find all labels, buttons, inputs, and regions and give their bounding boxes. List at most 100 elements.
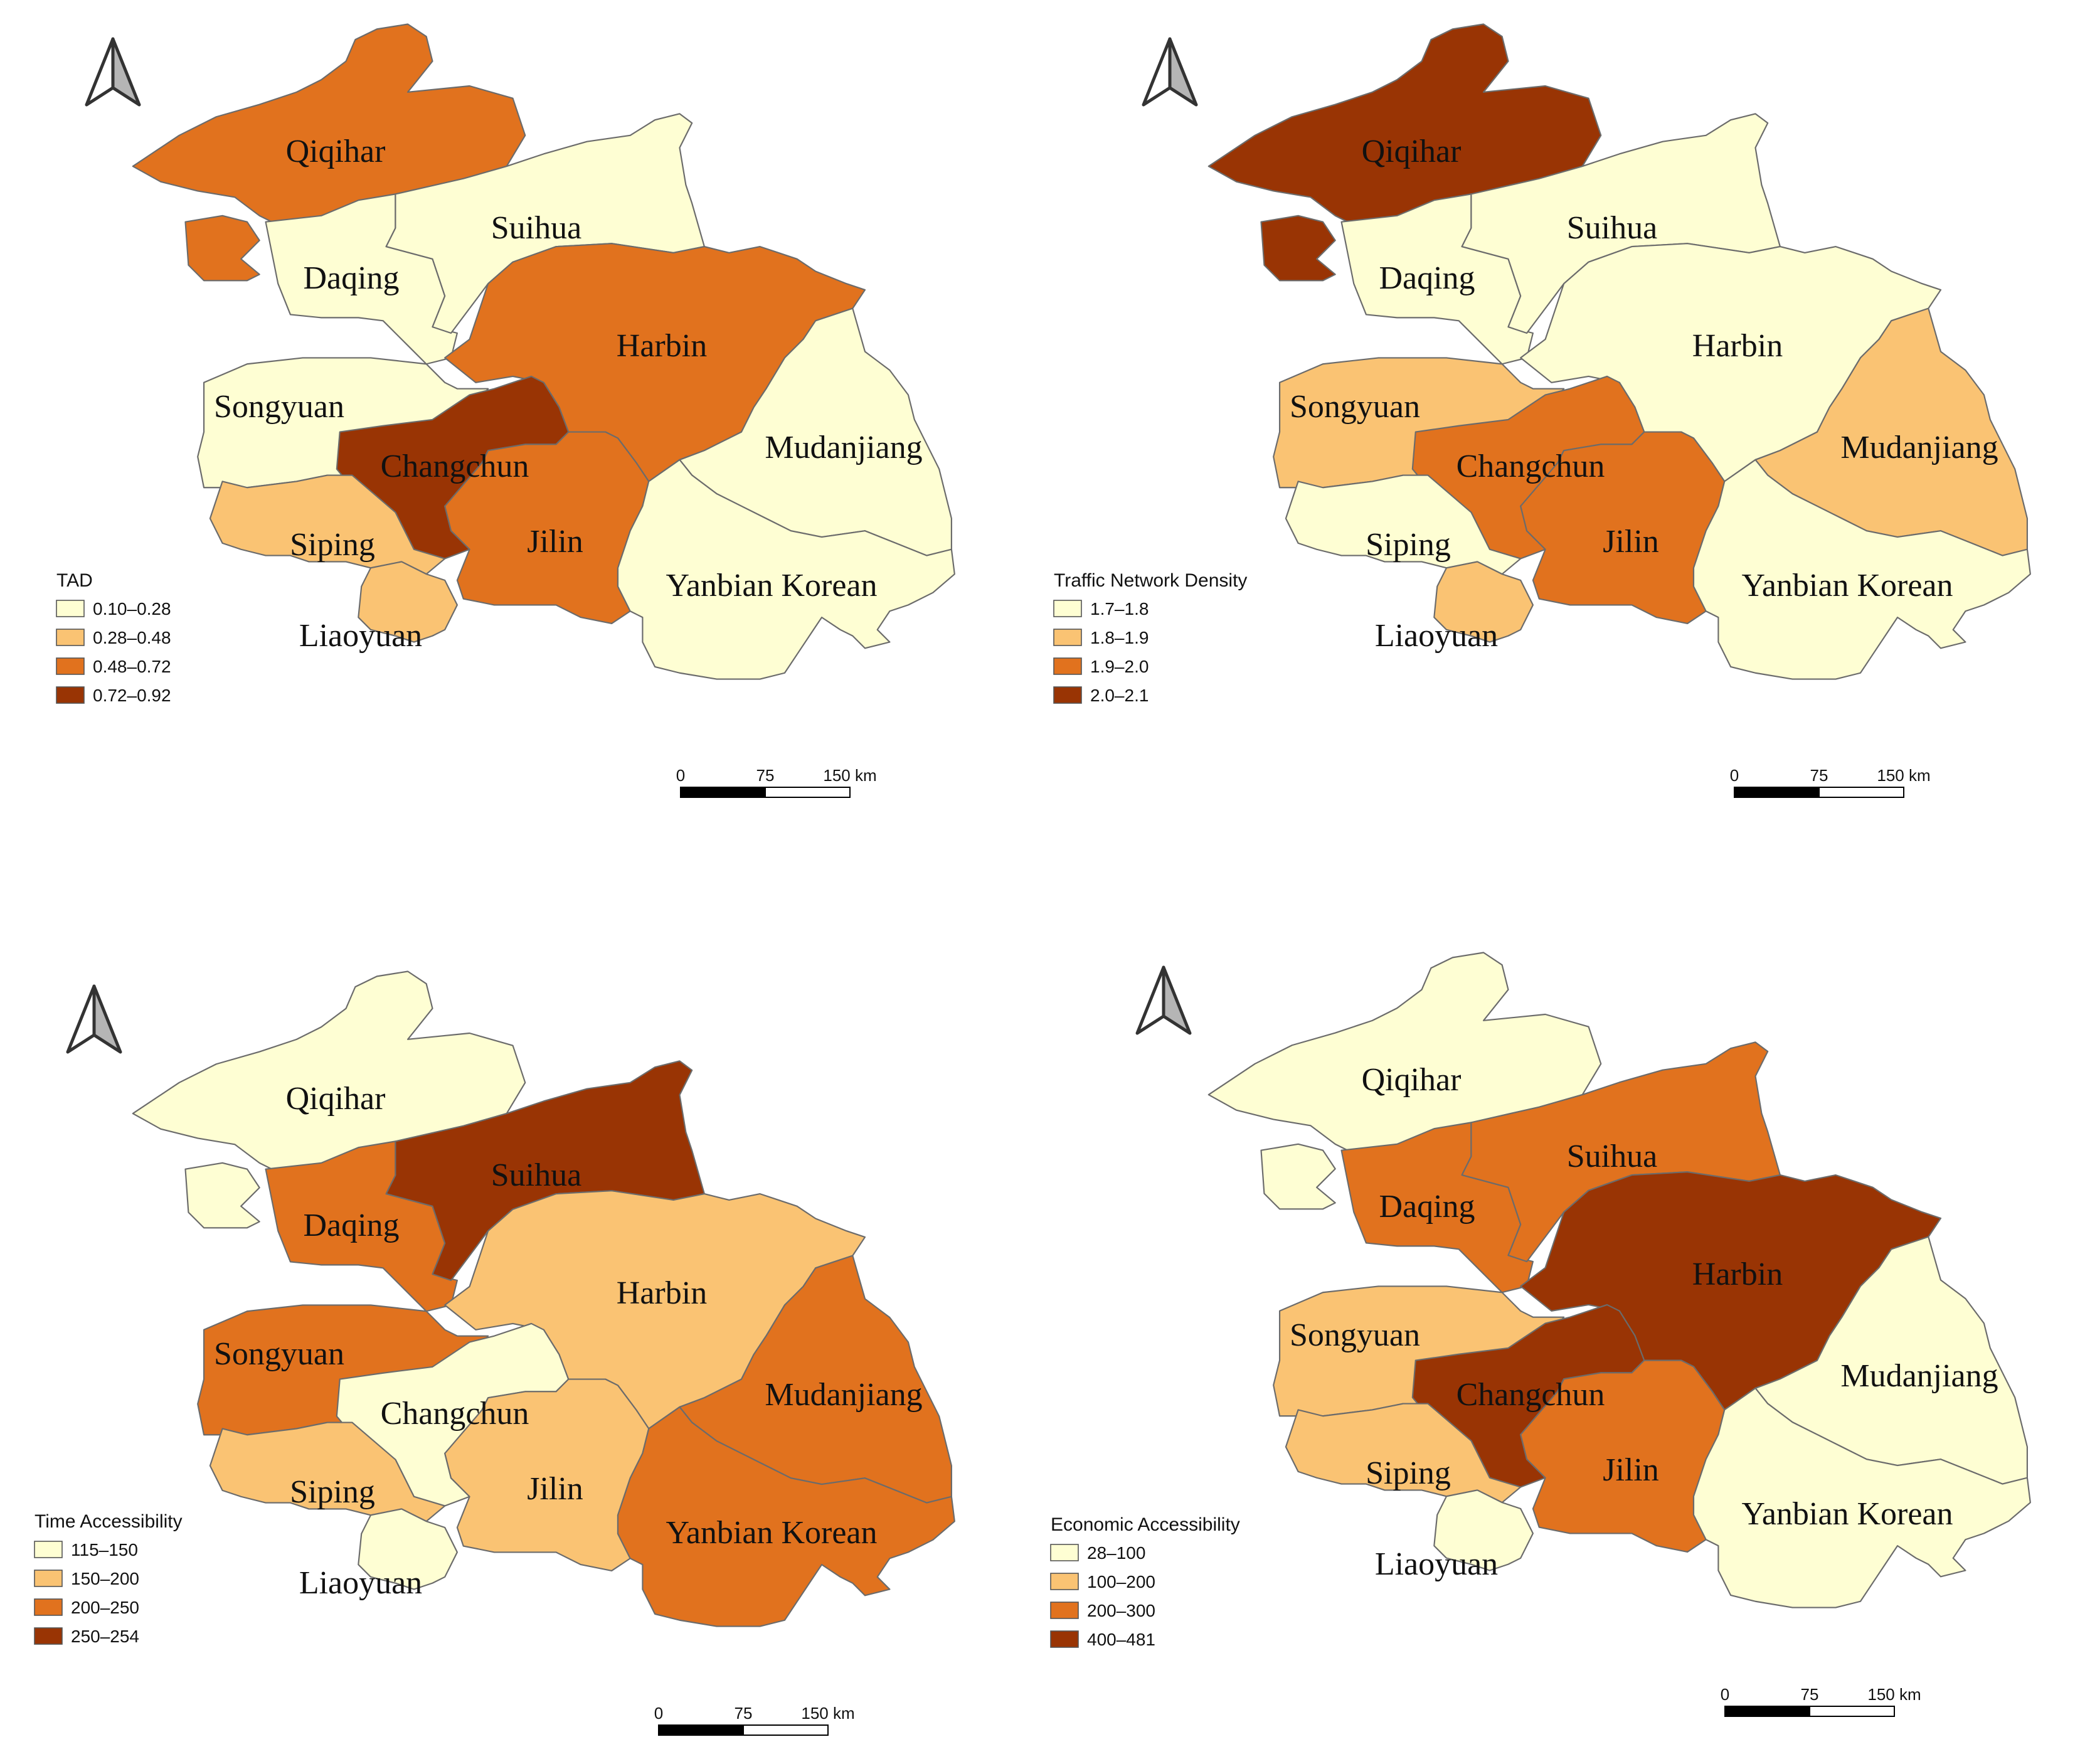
label-mudanjiang: Mudanjiang xyxy=(765,1377,922,1413)
legend-label: 150–200 xyxy=(71,1569,139,1588)
scale-label-75: 75 xyxy=(1801,1685,1819,1704)
label-siping: Siping xyxy=(1366,1455,1451,1491)
legend-swatch xyxy=(1053,629,1082,646)
legend-label: 400–481 xyxy=(1087,1630,1155,1649)
region-liaoyuan xyxy=(1433,1489,1534,1571)
label-yanbian-korean: Yanbian Korean xyxy=(1742,568,1953,603)
label-jilin: Jilin xyxy=(1603,1452,1659,1488)
legend-label: 0.48–0.72 xyxy=(93,657,171,676)
legend-title: Economic Accessibility xyxy=(1051,1514,1240,1535)
scale-label-150: 150 km xyxy=(801,1704,854,1723)
north-arrow-icon xyxy=(85,37,141,107)
legend-swatch xyxy=(1050,1602,1079,1619)
region-yanbian-korean xyxy=(1692,459,2031,680)
scale-label-0: 0 xyxy=(1730,766,1739,785)
legend-swatch xyxy=(1053,657,1082,675)
scale-label-75: 75 xyxy=(756,766,775,785)
region-yanbian-korean xyxy=(617,1406,955,1627)
city-labels: Qiqihar Suihua Daqing Harbin Songyuan Changch… xyxy=(1290,1062,1998,1582)
legend-swatch xyxy=(56,657,85,675)
map-panel-2: Qiqihar Suihua Daqing Harbin Songyuan Changch… xyxy=(1053,23,2031,798)
legend-swatch xyxy=(34,1570,63,1587)
label-daqing: Daqing xyxy=(1379,260,1475,296)
legend: TAD 0.10–0.28 0.28–0.48 0.48–0.72 0.72–0.92 xyxy=(56,570,171,705)
label-yanbian-korean: Yanbian Korean xyxy=(666,568,878,603)
legend-label: 250–254 xyxy=(71,1627,139,1646)
legend-label: 1.9–2.0 xyxy=(1090,657,1149,676)
legend-label: 115–150 xyxy=(71,1540,138,1559)
label-harbin: Harbin xyxy=(617,1275,707,1311)
map-panel-3: Qiqihar Suihua Daqing Harbin Songyuan Changch… xyxy=(34,970,955,1736)
legend-title: TAD xyxy=(56,570,93,591)
label-songyuan: Songyuan xyxy=(214,389,344,425)
label-siping: Siping xyxy=(290,1474,375,1510)
north-arrow-icon xyxy=(66,984,122,1054)
legend-swatch xyxy=(34,1541,63,1558)
legend-label: 200–300 xyxy=(1087,1601,1155,1620)
scale-bar: 0 75 150 km xyxy=(654,1704,855,1736)
label-suihua: Suihua xyxy=(491,210,581,246)
legend: Economic Accessibility 28–100 100–200 200–… xyxy=(1050,1514,1240,1649)
legend-label: 0.72–0.92 xyxy=(93,686,171,705)
legend-swatch xyxy=(1050,1630,1079,1648)
legend-label: 200–250 xyxy=(71,1598,139,1617)
legend-label: 2.0–2.1 xyxy=(1090,686,1149,705)
label-liaoyuan: Liaoyuan xyxy=(299,618,422,654)
region-yanbian-korean xyxy=(617,459,955,680)
city-labels: Qiqihar Suihua Daqing Harbin Songyuan Changch… xyxy=(214,134,923,654)
legend-swatch xyxy=(34,1598,63,1616)
label-liaoyuan: Liaoyuan xyxy=(1375,1546,1498,1582)
label-mudanjiang: Mudanjiang xyxy=(765,430,922,465)
label-daqing: Daqing xyxy=(303,1208,399,1243)
label-changchun: Changchun xyxy=(381,1396,529,1432)
label-siping: Siping xyxy=(1366,527,1451,563)
map-panel-1: Qiqihar Suihua Daqing Harbin Songyuan Changch… xyxy=(56,23,955,798)
label-jilin: Jilin xyxy=(527,524,583,560)
scale-label-150: 150 km xyxy=(823,766,876,785)
scale-label-0: 0 xyxy=(654,1704,663,1723)
scale-label-150: 150 km xyxy=(1867,1685,1921,1704)
legend: Time Accessibility 115–150 150–200 200–250… xyxy=(34,1511,183,1646)
label-liaoyuan: Liaoyuan xyxy=(1375,618,1498,654)
legend-swatch xyxy=(1053,600,1082,617)
label-yanbian-korean: Yanbian Korean xyxy=(666,1515,878,1551)
legend-swatch xyxy=(56,629,85,646)
scale-bar: 0 75 150 km xyxy=(676,766,877,798)
legend-label: 1.8–1.9 xyxy=(1090,628,1149,647)
label-qiqihar: Qiqihar xyxy=(286,134,386,169)
label-suihua: Suihua xyxy=(1567,1139,1657,1174)
legend-swatch xyxy=(56,686,85,704)
legend-label: 1.7–1.8 xyxy=(1090,599,1149,619)
label-songyuan: Songyuan xyxy=(1290,389,1420,425)
label-changchun: Changchun xyxy=(1457,1377,1605,1413)
label-jilin: Jilin xyxy=(527,1471,583,1507)
label-suihua: Suihua xyxy=(491,1157,581,1193)
legend-swatch xyxy=(1050,1544,1079,1561)
legend-label: 0.10–0.28 xyxy=(93,599,171,619)
city-labels: Qiqihar Suihua Daqing Harbin Songyuan Changch… xyxy=(1290,134,1998,654)
label-qiqihar: Qiqihar xyxy=(286,1081,386,1117)
map-panel-4: Qiqihar Suihua Daqing Harbin Songyuan Changch… xyxy=(1050,952,2031,1717)
city-labels: Qiqihar Suihua Daqing Harbin Songyuan Changch… xyxy=(214,1081,923,1601)
label-qiqihar: Qiqihar xyxy=(1362,1062,1462,1098)
scale-bar: 0 75 150 km xyxy=(1730,766,1931,798)
label-harbin: Harbin xyxy=(1692,1257,1783,1292)
legend-swatch xyxy=(56,600,85,617)
region-liaoyuan xyxy=(358,561,458,643)
label-siping: Siping xyxy=(290,527,375,563)
north-arrow-icon xyxy=(1135,965,1192,1035)
label-songyuan: Songyuan xyxy=(1290,1317,1420,1353)
scale-bar: 0 75 150 km xyxy=(1721,1685,1921,1717)
label-suihua: Suihua xyxy=(1567,210,1657,246)
region-liaoyuan xyxy=(358,1508,458,1590)
scale-label-75: 75 xyxy=(1810,766,1828,785)
label-mudanjiang: Mudanjiang xyxy=(1840,430,1998,465)
region-liaoyuan xyxy=(1433,561,1534,643)
label-changchun: Changchun xyxy=(381,449,529,484)
scale-label-0: 0 xyxy=(676,766,685,785)
label-daqing: Daqing xyxy=(1379,1189,1475,1225)
scale-label-150: 150 km xyxy=(1877,766,1930,785)
legend-swatch xyxy=(1053,686,1082,704)
label-jilin: Jilin xyxy=(1603,524,1659,560)
legend: Traffic Network Density 1.7–1.8 1.8–1.9 1.… xyxy=(1053,570,1247,705)
